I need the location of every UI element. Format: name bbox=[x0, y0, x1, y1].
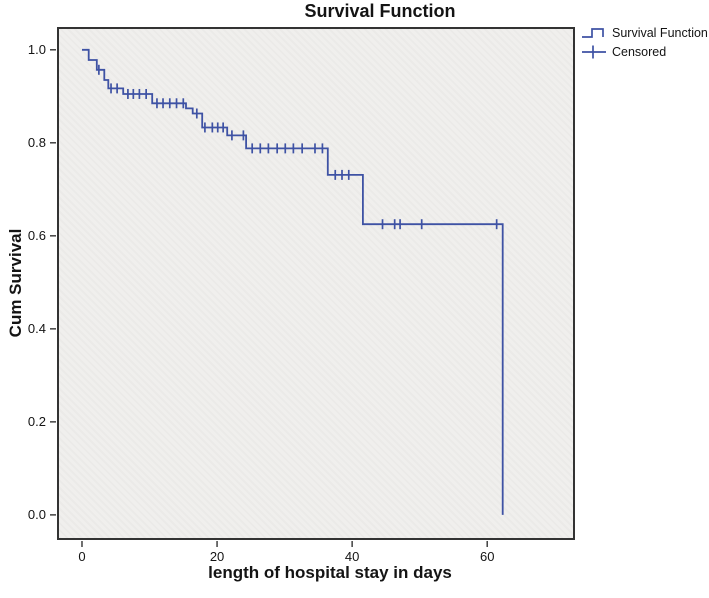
y-tick-label: 0.8 bbox=[27, 134, 46, 150]
y-tick-label: 0.0 bbox=[27, 506, 46, 522]
legend-item-censored: Censored bbox=[581, 42, 708, 61]
x-tick-label: 60 bbox=[479, 549, 495, 564]
x-tick-label: 40 bbox=[344, 549, 360, 564]
x-tick-label: 20 bbox=[209, 549, 225, 564]
x-tick-label: 0 bbox=[78, 549, 86, 564]
y-tick-label: 0.2 bbox=[27, 413, 46, 429]
plus-icon bbox=[582, 45, 606, 58]
legend-label: Censored bbox=[612, 44, 667, 59]
y-tick-label: 0.4 bbox=[27, 320, 46, 336]
step-line-icon bbox=[582, 27, 604, 38]
chart-title: Survival Function bbox=[304, 1, 456, 21]
x-axis-label: length of hospital stay in days bbox=[208, 563, 452, 582]
legend-item-survival-function: Survival Function bbox=[581, 23, 708, 42]
y-tick-label: 1.0 bbox=[27, 41, 46, 57]
y-tick-label: 0.6 bbox=[27, 227, 46, 243]
legend-label: Survival Function bbox=[612, 25, 708, 40]
plot-area bbox=[57, 27, 575, 540]
legend: Survival Function Censored bbox=[581, 23, 708, 61]
y-axis-label: Cum Survival bbox=[6, 228, 25, 338]
